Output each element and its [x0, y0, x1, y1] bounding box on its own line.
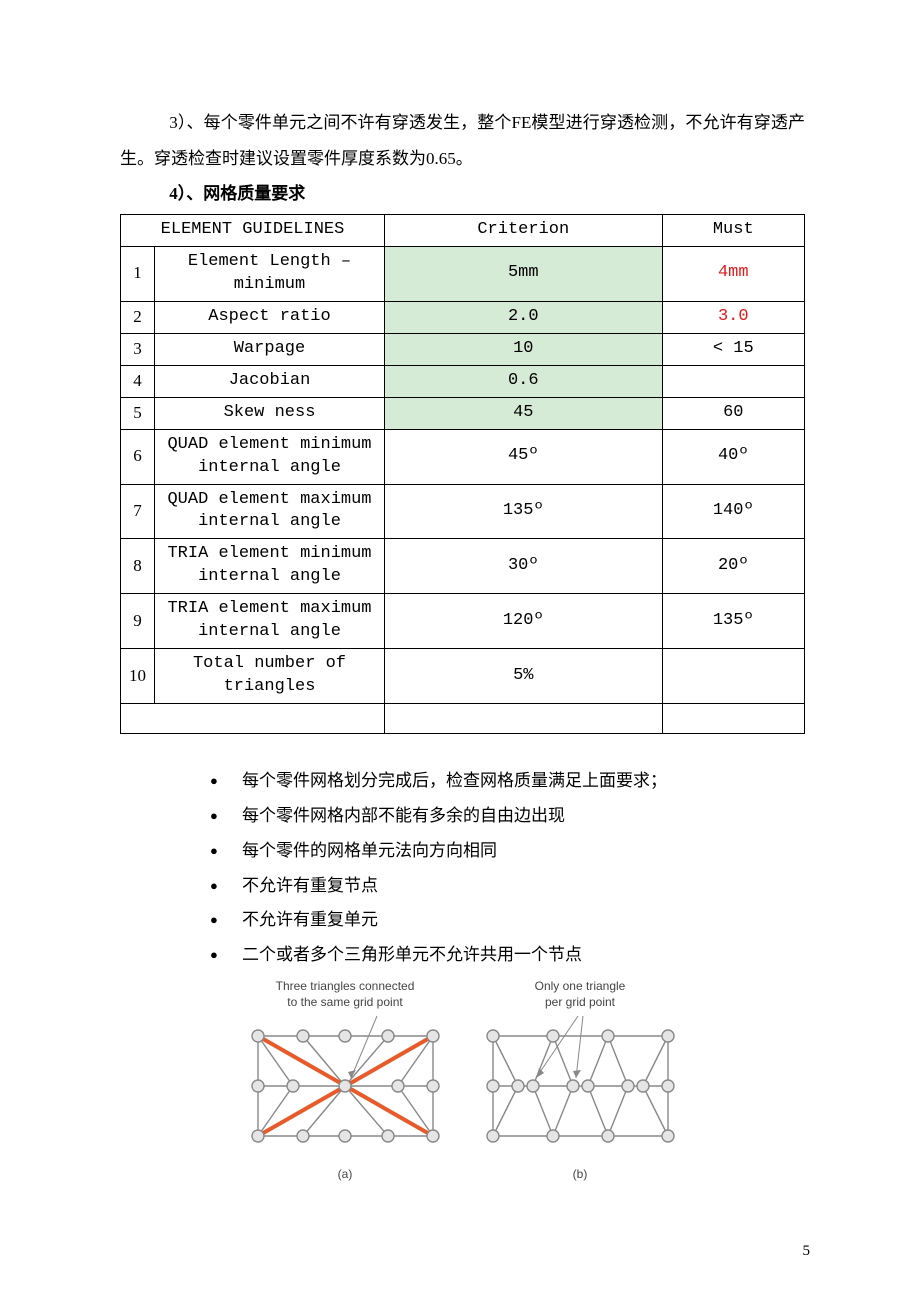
- row-name: Warpage: [155, 333, 385, 365]
- th-must: Must: [662, 215, 804, 247]
- diagram-a-sub: (a): [243, 1167, 448, 1181]
- row-criterion: 120º: [385, 594, 663, 649]
- row-must: [662, 365, 804, 397]
- row-must: 40º: [662, 429, 804, 484]
- paragraph-3: 3）、每个零件单元之间不许有穿透发生，整个FE模型进行穿透检测，不允许有穿透产生…: [120, 105, 805, 176]
- row-must: 3.0: [662, 301, 804, 333]
- row-index: 7: [121, 484, 155, 539]
- row-index: 5: [121, 397, 155, 429]
- th-criterion: Criterion: [385, 215, 663, 247]
- row-must: 4mm: [662, 247, 804, 302]
- list-item: 每个零件网格内部不能有多余的自由边出现: [210, 799, 805, 834]
- row-index: 8: [121, 539, 155, 594]
- row-name: TRIA element minimum internal angle: [155, 539, 385, 594]
- table-row: 6QUAD element minimum internal angle45º4…: [121, 429, 805, 484]
- diagram-b-sub: (b): [478, 1167, 683, 1181]
- row-must: 135º: [662, 594, 804, 649]
- row-name: QUAD element maximum internal angle: [155, 484, 385, 539]
- row-name: TRIA element maximum internal angle: [155, 594, 385, 649]
- row-must: 60: [662, 397, 804, 429]
- row-criterion: 135º: [385, 484, 663, 539]
- row-criterion: 0.6: [385, 365, 663, 397]
- row-index: 9: [121, 594, 155, 649]
- row-criterion: 5%: [385, 649, 663, 704]
- row-index: 3: [121, 333, 155, 365]
- row-criterion: 30º: [385, 539, 663, 594]
- table-row: 2Aspect ratio2.03.0: [121, 301, 805, 333]
- table-row: 3Warpage10< 15: [121, 333, 805, 365]
- row-name: Skew ness: [155, 397, 385, 429]
- row-name: Jacobian: [155, 365, 385, 397]
- list-item: 二个或者多个三角形单元不允许共用一个节点: [210, 938, 805, 973]
- th-guidelines: ELEMENT GUIDELINES: [121, 215, 385, 247]
- row-name: Total number of triangles: [155, 649, 385, 704]
- row-must: 140º: [662, 484, 804, 539]
- table-row: 10Total number of triangles5%: [121, 649, 805, 704]
- row-criterion: 45: [385, 397, 663, 429]
- row-must: < 15: [662, 333, 804, 365]
- element-guidelines-table: ELEMENT GUIDELINES Criterion Must 1Eleme…: [120, 214, 805, 734]
- row-criterion: 2.0: [385, 301, 663, 333]
- row-index: 10: [121, 649, 155, 704]
- row-criterion: 45º: [385, 429, 663, 484]
- table-row: 9TRIA element maximum internal angle120º…: [121, 594, 805, 649]
- row-name: Aspect ratio: [155, 301, 385, 333]
- diagram-b: Only one triangleper grid point: [478, 979, 683, 1181]
- diagram-row: Three triangles connectedto the same gri…: [120, 979, 805, 1181]
- list-item: 不允许有重复单元: [210, 903, 805, 938]
- table-row: 5Skew ness4560: [121, 397, 805, 429]
- row-index: 4: [121, 365, 155, 397]
- row-criterion: 5mm: [385, 247, 663, 302]
- row-index: 2: [121, 301, 155, 333]
- table-row: 4Jacobian0.6: [121, 365, 805, 397]
- diagram-b-caption: Only one triangleper grid point: [478, 979, 683, 1010]
- row-name: QUAD element minimum internal angle: [155, 429, 385, 484]
- diagram-a-svg: [243, 1016, 448, 1156]
- list-item: 每个零件的网格单元法向方向相同: [210, 834, 805, 869]
- list-item: 不允许有重复节点: [210, 869, 805, 904]
- table-spacer-row: [121, 704, 805, 734]
- diagram-a-caption: Three triangles connectedto the same gri…: [243, 979, 448, 1010]
- table-row: 8TRIA element minimum internal angle30º2…: [121, 539, 805, 594]
- page-number: 5: [803, 1243, 811, 1260]
- row-index: 1: [121, 247, 155, 302]
- row-must: [662, 649, 804, 704]
- bullet-list: 每个零件网格划分完成后，检查网格质量满足上面要求；每个零件网格内部不能有多余的自…: [210, 764, 805, 973]
- row-criterion: 10: [385, 333, 663, 365]
- row-name: Element Length – minimum: [155, 247, 385, 302]
- table-row: 7QUAD element maximum internal angle135º…: [121, 484, 805, 539]
- diagram-b-svg: [478, 1016, 683, 1156]
- list-item: 每个零件网格划分完成后，检查网格质量满足上面要求；: [210, 764, 805, 799]
- table-row: 1Element Length – minimum5mm4mm: [121, 247, 805, 302]
- row-must: 20º: [662, 539, 804, 594]
- row-index: 6: [121, 429, 155, 484]
- diagram-a: Three triangles connectedto the same gri…: [243, 979, 448, 1181]
- heading-4: 4）、网格质量要求: [120, 176, 805, 212]
